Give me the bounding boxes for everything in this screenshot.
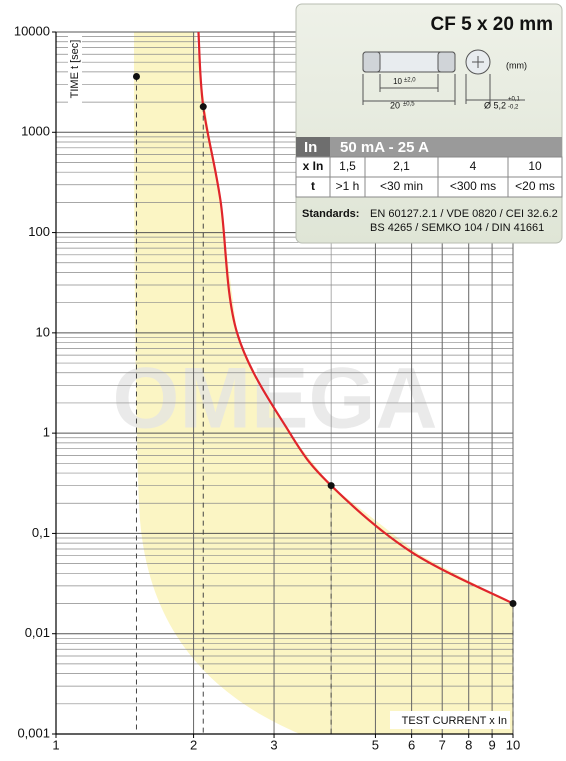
y-tick-label: 0,1 <box>32 525 50 540</box>
table-cell: 10 <box>528 159 542 173</box>
table-cell: <20 ms <box>515 179 555 193</box>
dim-diameter: Ø 5,2 <box>484 100 506 110</box>
x-tick-label: 5 <box>372 737 379 752</box>
x-tick-label: 3 <box>270 737 277 752</box>
marker <box>199 103 207 111</box>
watermark: OMEGA <box>113 351 438 447</box>
y-tick-label: 10000 <box>14 23 50 38</box>
dim-length: 20 <box>390 100 400 110</box>
inset: CF 5 x 20 mm (mm) 10 ±2,0 20 ±0,5 Ø 5,2 … <box>295 3 563 244</box>
y-label-bg <box>68 34 82 104</box>
marker <box>327 482 335 490</box>
standards-label: Standards: <box>302 208 359 220</box>
x-tick-label: 10 <box>506 737 520 752</box>
rating-label-bg <box>296 137 330 157</box>
y-tick-label: 10 <box>36 324 50 339</box>
table-cell: <300 ms <box>450 179 496 193</box>
y-tick-label: 0,01 <box>25 625 50 640</box>
marks <box>132 31 517 734</box>
x-tick-label: 8 <box>465 737 472 752</box>
x-tick-label: 7 <box>439 737 446 752</box>
table-cell: t <box>311 179 315 193</box>
standards: EN 60127.2.1 / VDE 0820 / CEI 32.6.2 <box>370 208 558 220</box>
x-tick-label: 2 <box>190 737 197 752</box>
y-axis-label: TIME t [sec] <box>69 40 81 99</box>
marker <box>132 72 140 80</box>
y-tick-label: 1 <box>43 425 50 440</box>
tolerance-band <box>134 32 513 734</box>
dim-inner: 10 <box>393 77 402 86</box>
inset-title: CF 5 x 20 mm <box>431 14 554 35</box>
rating: 50 mA - 25 A <box>340 139 429 156</box>
x-tick-label: 9 <box>488 737 495 752</box>
x-tick-label: 1 <box>52 737 59 752</box>
table-cell: x In <box>303 159 324 173</box>
table-cell: <30 min <box>380 179 423 193</box>
curve <box>197 31 514 605</box>
y-tick-label: 100 <box>28 224 50 239</box>
table-cell: 2,1 <box>393 159 410 173</box>
rating-label: In <box>304 139 317 156</box>
standards: BS 4265 / SEMKO 104 / DIN 41661 <box>370 222 544 234</box>
y-tick-label: 0,001 <box>17 725 50 740</box>
tol-plus: +0,1 <box>508 97 521 103</box>
fuse-drawing <box>362 49 525 105</box>
tol-length: ±0,5 <box>403 102 415 108</box>
marker <box>509 600 517 608</box>
table-cell: >1 h <box>336 179 360 193</box>
x-axis-label: TEST CURRENT x In <box>402 715 507 727</box>
x-label-bg <box>390 711 510 729</box>
x-tick-label: 6 <box>408 737 415 752</box>
rating-bar <box>296 137 562 157</box>
table-cell: 1,5 <box>339 159 356 173</box>
table-cells: x In 1,5 2,1 4 10 t >1 h <30 min <300 ms <20 ms <box>296 157 562 197</box>
tol-inner: ±2,0 <box>404 78 416 84</box>
tol-minus: -0,2 <box>508 105 519 111</box>
unit: (mm) <box>506 60 527 70</box>
y-tick-label: 1000 <box>21 124 50 139</box>
table-cell: 4 <box>470 159 477 173</box>
